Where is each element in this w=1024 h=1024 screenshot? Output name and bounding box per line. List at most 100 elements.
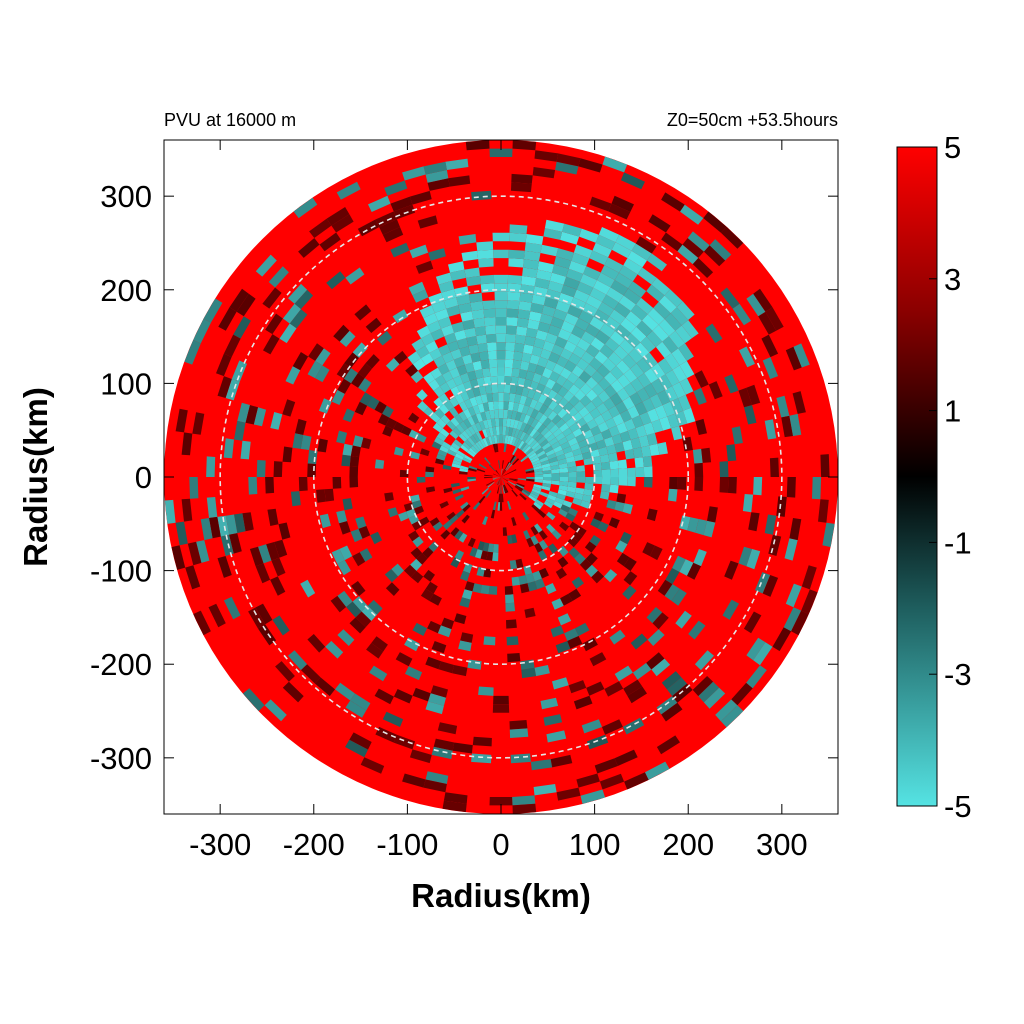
field-cell — [505, 350, 515, 360]
reference-circle-200 — [312, 288, 690, 666]
field-cell — [451, 321, 465, 333]
field-cell — [552, 677, 569, 690]
field-cell — [622, 439, 633, 451]
field-cell — [516, 482, 525, 488]
field-cell — [450, 417, 460, 427]
field-cell — [536, 269, 552, 281]
field-cell — [720, 226, 744, 249]
field-cell — [578, 310, 594, 324]
field-cell — [410, 451, 420, 460]
field-cell — [614, 501, 625, 512]
field-cell — [446, 420, 456, 431]
field-cell — [492, 426, 497, 436]
field-cell — [523, 250, 541, 262]
field-cell — [589, 535, 601, 547]
field-cell — [615, 401, 628, 414]
field-cell — [416, 553, 428, 565]
field-cell — [242, 688, 265, 712]
field-cell — [501, 468, 503, 477]
field-cell — [753, 288, 773, 312]
field-cell — [698, 681, 720, 703]
field-cell — [651, 363, 666, 379]
field-cell — [206, 456, 216, 477]
field-cell — [591, 395, 604, 408]
field-cell — [315, 365, 330, 383]
field-cell — [643, 352, 658, 369]
field-cell — [534, 474, 544, 477]
field-cell — [216, 353, 232, 377]
field-cell — [582, 494, 592, 503]
field-cell — [532, 462, 542, 468]
field-cell — [555, 641, 571, 654]
field-cell — [608, 405, 620, 418]
field-cell — [538, 375, 549, 387]
field-cell — [493, 473, 501, 477]
field-cell — [549, 424, 560, 434]
field-cell — [535, 499, 544, 507]
field-cell — [345, 700, 367, 718]
field-cell — [529, 454, 539, 462]
field-cell — [465, 140, 490, 151]
field-cell — [490, 509, 496, 519]
field-cell — [539, 491, 549, 498]
field-cell — [454, 453, 464, 460]
field-cell — [601, 477, 611, 485]
field-cell — [703, 211, 727, 233]
field-cell — [478, 420, 486, 431]
field-cell — [434, 436, 444, 446]
field-cell — [430, 685, 448, 698]
field-cell — [489, 148, 513, 157]
field-cell — [458, 302, 472, 314]
field-cell — [707, 506, 718, 523]
field-cell — [622, 585, 637, 600]
field-cell — [571, 576, 584, 589]
field-cell — [703, 520, 716, 538]
field-cell — [461, 514, 470, 524]
field-cell — [501, 473, 509, 477]
field-cell — [545, 332, 558, 345]
field-cell — [558, 436, 568, 446]
field-cell — [509, 224, 528, 234]
field-cell — [580, 445, 591, 454]
field-cell — [604, 337, 620, 352]
field-cell — [530, 408, 539, 419]
field-cell — [533, 501, 542, 510]
field-cell — [529, 439, 538, 448]
field-cell — [448, 445, 459, 454]
field-cell — [419, 305, 435, 318]
field-cell — [628, 348, 643, 364]
field-cell — [488, 427, 494, 437]
field-cell — [785, 346, 802, 371]
field-cell — [610, 379, 624, 393]
field-cell — [492, 477, 501, 480]
field-cell — [282, 399, 296, 417]
field-cell — [597, 521, 609, 533]
field-cell — [534, 665, 550, 677]
field-cell — [464, 267, 480, 278]
field-cell — [521, 387, 530, 397]
field-cell — [599, 454, 610, 463]
x-tick-label: 200 — [662, 827, 714, 862]
field-cell — [391, 563, 404, 577]
field-cell — [456, 338, 469, 349]
field-cell — [428, 693, 446, 706]
field-cell — [369, 665, 388, 682]
field-cell — [670, 307, 689, 326]
field-cell — [345, 267, 365, 285]
field-cell — [526, 416, 535, 426]
field-cell — [667, 413, 680, 429]
field-cell — [535, 447, 544, 455]
field-cell — [677, 477, 687, 490]
field-cell — [517, 377, 526, 388]
field-cell — [441, 441, 451, 450]
field-cell — [288, 650, 308, 671]
field-cell — [468, 425, 476, 436]
field-cell — [590, 449, 600, 458]
field-cell — [390, 242, 410, 258]
field-cell — [483, 568, 492, 578]
field-cell — [692, 676, 714, 697]
field-cell — [480, 550, 488, 560]
field-cell — [531, 346, 543, 357]
field-cell — [507, 653, 521, 663]
field-cell — [206, 497, 218, 518]
